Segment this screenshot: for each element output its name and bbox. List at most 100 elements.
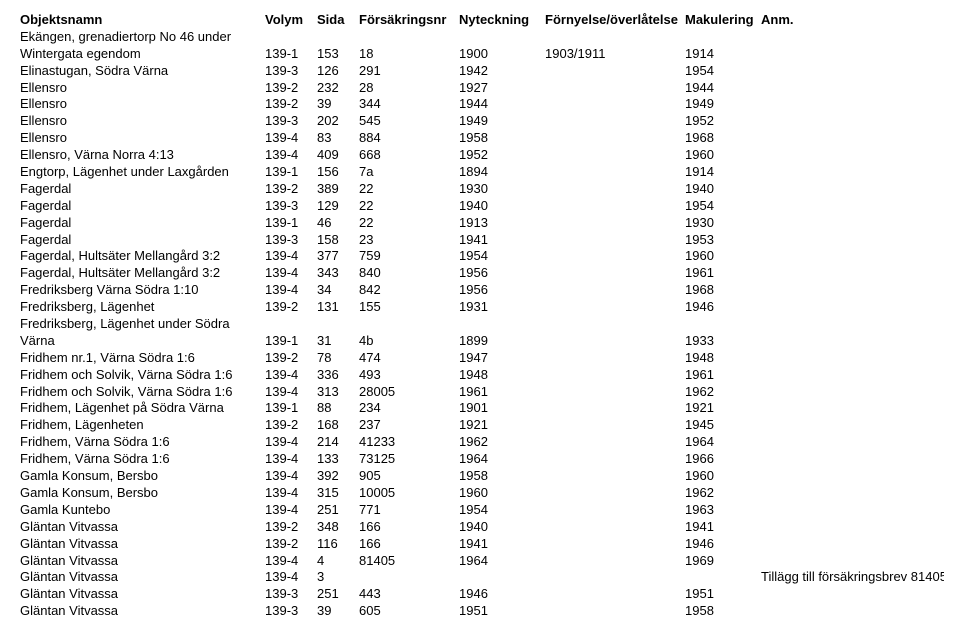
cell-name: Wintergata egendom	[16, 46, 261, 63]
cell-volym: 139-4	[261, 248, 313, 265]
cell-volym: 139-4	[261, 553, 313, 570]
cell-anm	[757, 485, 944, 502]
cell-sida: 78	[313, 350, 355, 367]
cell-name: Värna	[16, 333, 261, 350]
cell-nyt: 1913	[455, 215, 541, 232]
cell-mak: 1961	[681, 367, 757, 384]
cell-fors: 493	[355, 367, 455, 384]
cell-forn	[541, 130, 681, 147]
cell-forn	[541, 333, 681, 350]
table-row: Engtorp, Lägenhet under Laxgården139-115…	[16, 164, 944, 181]
cell-mak: 1960	[681, 248, 757, 265]
cell-sida	[313, 316, 355, 333]
cell-mak: 1962	[681, 485, 757, 502]
cell-mak: 1951	[681, 586, 757, 603]
cell-anm	[757, 232, 944, 249]
cell-nyt: 1940	[455, 198, 541, 215]
cell-fors: 73125	[355, 451, 455, 468]
cell-forn: 1903/1911	[541, 46, 681, 63]
cell-forn	[541, 417, 681, 434]
cell-volym: 139-1	[261, 46, 313, 63]
cell-sida: 83	[313, 130, 355, 147]
cell-nyt: 1958	[455, 130, 541, 147]
cell-anm	[757, 63, 944, 80]
cell-name: Fredriksberg, Lägenhet	[16, 299, 261, 316]
cell-nyt: 1949	[455, 113, 541, 130]
cell-forn	[541, 299, 681, 316]
table-row: Fagerdal139-31292219401954	[16, 198, 944, 215]
cell-mak: 1953	[681, 232, 757, 249]
cell-anm: Tillägg till försäkringsbrev 81405	[757, 569, 944, 586]
cell-nyt: 1921	[455, 417, 541, 434]
cell-volym	[261, 29, 313, 46]
cell-forn	[541, 485, 681, 502]
table-row: Fridhem, Lägenheten139-216823719211945	[16, 417, 944, 434]
cell-sida: 168	[313, 417, 355, 434]
table-row: Gläntan Vitvassa139-43Tillägg till försä…	[16, 569, 944, 586]
cell-volym: 139-2	[261, 536, 313, 553]
table-row: Fredriksberg, Lägenhet139-21311551931194…	[16, 299, 944, 316]
cell-name: Fridhem nr.1, Värna Södra 1:6	[16, 350, 261, 367]
cell-mak: 1944	[681, 80, 757, 97]
cell-volym: 139-2	[261, 417, 313, 434]
cell-fors: 474	[355, 350, 455, 367]
cell-forn	[541, 451, 681, 468]
cell-anm	[757, 198, 944, 215]
cell-sida: 392	[313, 468, 355, 485]
cell-forn	[541, 282, 681, 299]
cell-name: Fagerdal	[16, 181, 261, 198]
cell-sida: 251	[313, 502, 355, 519]
cell-forn	[541, 569, 681, 586]
cell-sida: 39	[313, 96, 355, 113]
cell-sida: 4	[313, 553, 355, 570]
cell-volym: 139-3	[261, 63, 313, 80]
cell-forn	[541, 502, 681, 519]
table-row: Fagerdal139-23892219301940	[16, 181, 944, 198]
cell-nyt: 1894	[455, 164, 541, 181]
cell-fors: 840	[355, 265, 455, 282]
cell-volym: 139-3	[261, 113, 313, 130]
cell-forn	[541, 434, 681, 451]
cell-nyt: 1964	[455, 451, 541, 468]
cell-nyt: 1954	[455, 502, 541, 519]
cell-name: Gamla Konsum, Bersbo	[16, 468, 261, 485]
cell-fors: 884	[355, 130, 455, 147]
cell-fors: 7a	[355, 164, 455, 181]
table-row: Ellensro139-22322819271944	[16, 80, 944, 97]
cell-sida: 158	[313, 232, 355, 249]
cell-nyt	[455, 569, 541, 586]
col-sida: Sida	[313, 12, 355, 29]
cell-forn	[541, 198, 681, 215]
cell-anm	[757, 417, 944, 434]
cell-sida: 131	[313, 299, 355, 316]
cell-name: Gläntan Vitvassa	[16, 536, 261, 553]
cell-volym: 139-1	[261, 164, 313, 181]
cell-sida: 34	[313, 282, 355, 299]
table-row: Gamla Konsum, Bersbo139-4315100051960196…	[16, 485, 944, 502]
cell-forn	[541, 181, 681, 198]
cell-sida: 116	[313, 536, 355, 553]
cell-name: Ekängen, grenadiertorp No 46 under	[16, 29, 261, 46]
cell-fors: 842	[355, 282, 455, 299]
cell-volym: 139-4	[261, 502, 313, 519]
cell-name: Gamla Kuntebo	[16, 502, 261, 519]
cell-mak: 1946	[681, 536, 757, 553]
cell-name: Fridhem och Solvik, Värna Södra 1:6	[16, 367, 261, 384]
cell-mak: 1914	[681, 164, 757, 181]
cell-fors: 291	[355, 63, 455, 80]
cell-volym: 139-1	[261, 400, 313, 417]
cell-volym: 139-4	[261, 367, 313, 384]
cell-mak: 1958	[681, 603, 757, 620]
cell-nyt	[455, 316, 541, 333]
cell-forn	[541, 63, 681, 80]
cell-name: Engtorp, Lägenhet under Laxgården	[16, 164, 261, 181]
cell-fors: 234	[355, 400, 455, 417]
cell-nyt: 1962	[455, 434, 541, 451]
cell-nyt: 1927	[455, 80, 541, 97]
table-row: Gläntan Vitvassa139-325144319461951	[16, 586, 944, 603]
cell-name: Gläntan Vitvassa	[16, 603, 261, 620]
table-row: Fridhem, Värna Södra 1:6139-413373125196…	[16, 451, 944, 468]
cell-name: Fagerdal	[16, 215, 261, 232]
cell-volym: 139-3	[261, 603, 313, 620]
cell-nyt: 1900	[455, 46, 541, 63]
